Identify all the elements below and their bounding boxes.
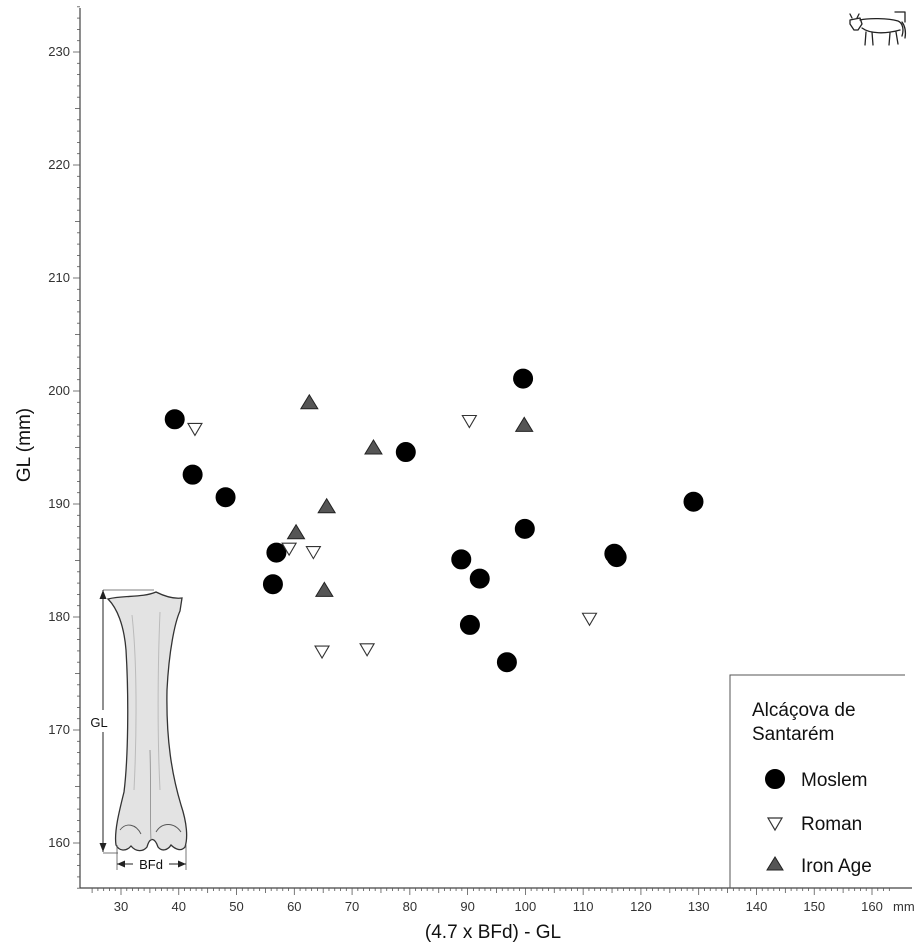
cattle-icon xyxy=(849,11,907,46)
legend-marker-iron-age xyxy=(766,856,784,871)
point-roman xyxy=(314,645,330,660)
x-tick-label: 30 xyxy=(114,899,128,914)
x-tick-label: 90 xyxy=(460,899,474,914)
point-roman xyxy=(281,542,298,557)
legend-frame xyxy=(729,674,905,888)
data-points xyxy=(164,368,704,673)
x-tick-label: 70 xyxy=(345,899,359,914)
legend-label-moslem: Moslem xyxy=(801,770,868,791)
point-roman xyxy=(305,546,322,560)
point-moslem xyxy=(683,491,704,512)
y-tick-label: 160 xyxy=(48,835,70,850)
bone-drawing xyxy=(106,591,188,852)
point-iron-age xyxy=(364,439,383,455)
point-roman xyxy=(186,422,203,437)
point-moslem xyxy=(215,487,236,508)
legend: Alcáçova de Santarém Moslem Roman Iron A… xyxy=(729,674,905,888)
point-iron-age xyxy=(286,523,306,540)
legend-title-line-1: Alcáçova de xyxy=(752,700,856,721)
y-tick-label: 210 xyxy=(48,270,70,285)
point-iron-age xyxy=(514,416,534,432)
point-moslem xyxy=(164,409,185,430)
metacarpal-inset: GL BFd xyxy=(84,589,188,872)
point-moslem xyxy=(395,442,416,463)
point-moslem xyxy=(266,542,287,563)
x-axis-title: (4.7 x BFd) - GL xyxy=(425,922,561,943)
y-tick-label: 190 xyxy=(48,496,70,511)
x-tick-label: 40 xyxy=(172,899,186,914)
point-roman xyxy=(581,612,598,627)
y-tick-label: 200 xyxy=(48,383,70,398)
legend-marker-moslem xyxy=(765,769,785,789)
bfd-dimension-label: BFd xyxy=(139,857,163,872)
x-axis-ticks: 30 40 50 60 70 80 90 100 110 120 130 140 150 160 xyxy=(91,888,890,914)
point-moslem xyxy=(469,568,490,589)
point-roman xyxy=(359,643,376,657)
x-tick-label: 110 xyxy=(573,899,594,914)
x-tick-label: 50 xyxy=(229,899,243,914)
x-tick-label: 100 xyxy=(515,899,537,914)
x-tick-label: 150 xyxy=(803,899,825,914)
point-iron-age xyxy=(299,393,319,410)
x-tick-label: 160 xyxy=(861,899,883,914)
x-tick-label: 140 xyxy=(746,899,768,914)
x-tick-label: 60 xyxy=(287,899,301,914)
y-tick-label: 220 xyxy=(48,157,70,172)
point-roman xyxy=(461,414,478,429)
point-moslem xyxy=(513,368,534,389)
axes: 160 170 180 190 200 210 220 230 30 40 50 60 70 80 90 1… xyxy=(48,6,912,914)
legend-marker-roman xyxy=(766,817,784,832)
point-moslem xyxy=(451,549,472,570)
y-axis-title: GL (mm) xyxy=(14,408,35,482)
x-tick-label: 130 xyxy=(688,899,710,914)
y-tick-label: 180 xyxy=(48,609,70,624)
point-moslem xyxy=(496,652,517,673)
y-tick-label: 170 xyxy=(48,722,70,737)
point-moslem xyxy=(606,547,627,568)
x-tick-label: 120 xyxy=(630,899,652,914)
legend-label-iron-age: Iron Age xyxy=(801,856,872,877)
point-moslem xyxy=(514,518,535,539)
gl-dimension-label: GL xyxy=(90,715,107,730)
x-tick-label: 80 xyxy=(403,899,417,914)
point-moslem xyxy=(262,574,283,595)
legend-label-roman: Roman xyxy=(801,814,862,835)
point-moslem xyxy=(182,464,203,485)
point-moslem xyxy=(459,614,480,635)
y-axis-ticks: 160 170 180 190 200 210 220 230 xyxy=(48,6,80,889)
x-axis-unit: mm xyxy=(893,899,915,914)
point-iron-age xyxy=(314,581,334,597)
point-iron-age xyxy=(317,497,337,514)
y-tick-label: 230 xyxy=(48,44,70,59)
legend-title-line-2: Santarém xyxy=(752,724,834,745)
